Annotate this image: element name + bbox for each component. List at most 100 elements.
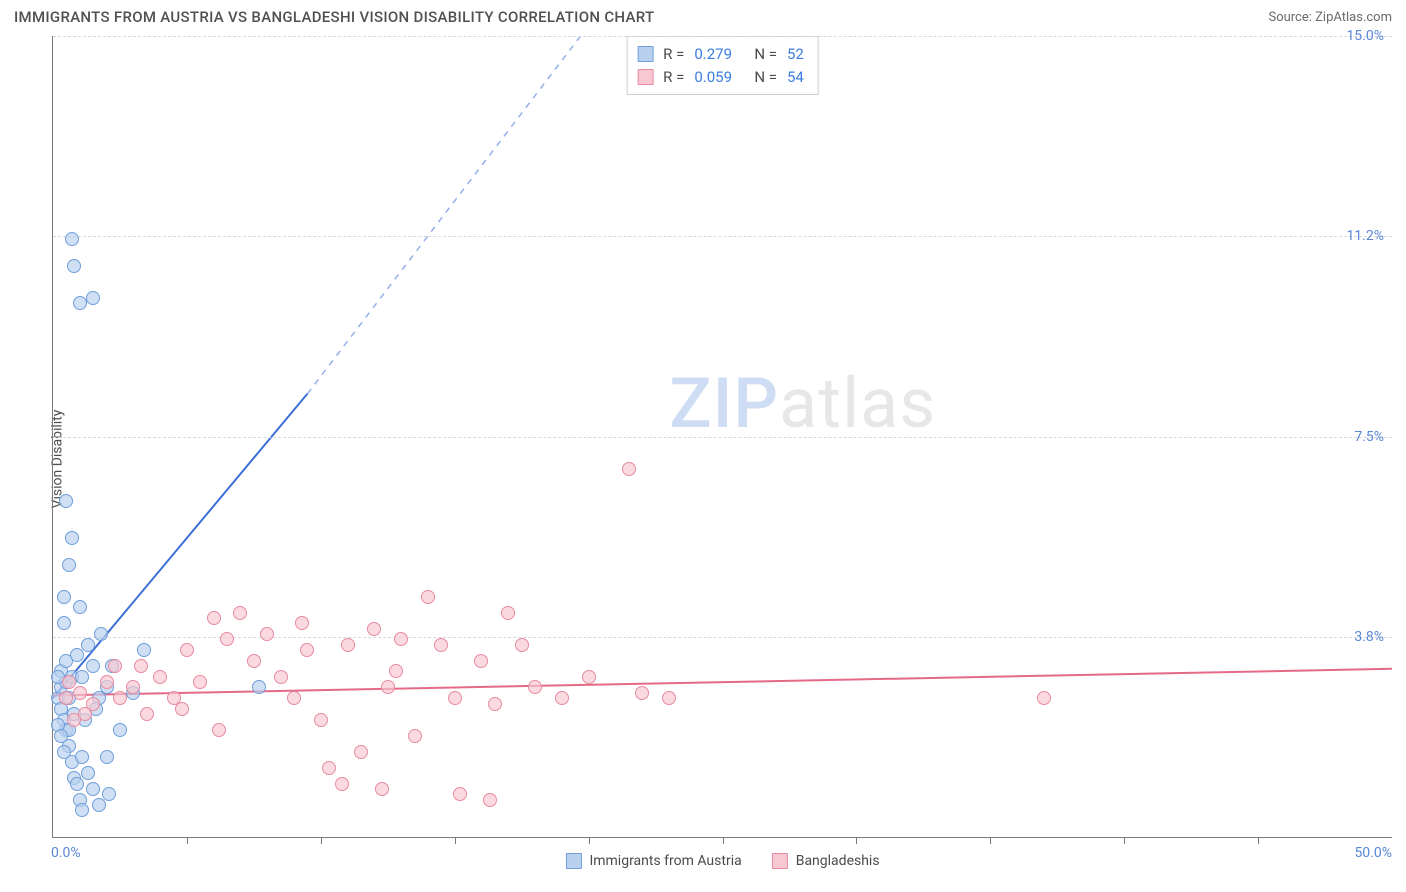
- data-point: [86, 782, 100, 796]
- data-point: [75, 670, 89, 684]
- data-point: [140, 707, 154, 721]
- legend-swatch-austria: [565, 853, 581, 869]
- data-point: [300, 643, 314, 657]
- data-point: [453, 787, 467, 801]
- data-point: [108, 659, 122, 673]
- stats-row-bangladeshi: R = 0.059 N = 54: [637, 66, 804, 89]
- data-point: [314, 713, 328, 727]
- source-label: Source: ZipAtlas.com: [1268, 10, 1392, 25]
- data-point: [322, 761, 336, 775]
- y-tick-label: 7.5%: [1354, 429, 1384, 445]
- data-point: [113, 723, 127, 737]
- y-tick-label: 11.2%: [1346, 228, 1384, 244]
- data-point: [180, 643, 194, 657]
- legend-item-austria: Immigrants from Austria: [565, 853, 741, 869]
- data-point: [126, 680, 140, 694]
- stat-n-label: N =: [754, 66, 777, 89]
- data-point: [394, 632, 408, 646]
- data-point: [59, 691, 73, 705]
- x-tick: [1258, 837, 1259, 844]
- swatch-austria: [637, 46, 653, 62]
- data-point: [59, 494, 73, 508]
- data-point: [335, 777, 349, 791]
- data-point: [501, 606, 515, 620]
- data-point: [421, 590, 435, 604]
- data-point: [367, 622, 381, 636]
- chart-title: IMMIGRANTS FROM AUSTRIA VS BANGLADESHI V…: [14, 8, 654, 26]
- data-point: [515, 638, 529, 652]
- data-point: [57, 590, 71, 604]
- data-point: [134, 659, 148, 673]
- legend-item-bangladeshi: Bangladeshis: [772, 853, 880, 869]
- data-point: [207, 611, 221, 625]
- stat-r-bangladeshi: 0.059: [694, 66, 744, 89]
- data-point: [86, 291, 100, 305]
- data-point: [488, 697, 502, 711]
- stat-r-austria: 0.279: [694, 43, 744, 66]
- data-point: [57, 616, 71, 630]
- data-point: [528, 680, 542, 694]
- data-point: [233, 606, 247, 620]
- legend-label-bangladeshi: Bangladeshis: [796, 853, 880, 869]
- data-point: [54, 729, 68, 743]
- chart-container: Vision Disability ZIPatlas R = 0.279 N =…: [14, 36, 1392, 882]
- x-tick: [990, 837, 991, 844]
- data-point: [555, 691, 569, 705]
- data-point: [102, 787, 116, 801]
- data-point: [287, 691, 301, 705]
- data-point: [220, 632, 234, 646]
- x-tick: [856, 837, 857, 844]
- data-point: [70, 777, 84, 791]
- data-point: [622, 462, 636, 476]
- data-point: [1037, 691, 1051, 705]
- data-point: [260, 627, 274, 641]
- data-point: [94, 627, 108, 641]
- x-tick: [455, 837, 456, 844]
- data-point: [75, 750, 89, 764]
- data-point: [448, 691, 462, 705]
- data-point: [67, 713, 81, 727]
- data-point: [81, 638, 95, 652]
- data-point: [483, 793, 497, 807]
- data-point: [193, 675, 207, 689]
- watermark: ZIPatlas: [669, 363, 936, 445]
- legend-swatch-bangladeshi: [772, 853, 788, 869]
- data-point: [57, 745, 71, 759]
- data-point: [635, 686, 649, 700]
- data-point: [341, 638, 355, 652]
- stats-row-austria: R = 0.279 N = 52: [637, 43, 804, 66]
- data-point: [247, 654, 261, 668]
- data-point: [86, 659, 100, 673]
- stat-n-austria: 52: [787, 43, 804, 66]
- data-point: [62, 675, 76, 689]
- stat-r-label: R =: [663, 66, 684, 89]
- swatch-bangladeshi: [637, 69, 653, 85]
- data-point: [381, 680, 395, 694]
- data-point: [113, 691, 127, 705]
- data-point: [73, 600, 87, 614]
- data-point: [73, 296, 87, 310]
- gridline: [53, 637, 1392, 638]
- x-tick: [321, 837, 322, 844]
- legend-label-austria: Immigrants from Austria: [589, 853, 741, 869]
- data-point: [153, 670, 167, 684]
- data-point: [389, 664, 403, 678]
- x-max-label: 50.0%: [1354, 845, 1392, 861]
- data-point: [252, 680, 266, 694]
- x-tick: [187, 837, 188, 844]
- data-point: [65, 531, 79, 545]
- data-point: [274, 670, 288, 684]
- x-tick: [1124, 837, 1125, 844]
- data-point: [81, 766, 95, 780]
- x-tick: [589, 837, 590, 844]
- stat-r-label: R =: [663, 43, 684, 66]
- data-point: [137, 643, 151, 657]
- plot-area: ZIPatlas R = 0.279 N = 52 R = 0.059 N = …: [52, 36, 1392, 838]
- data-point: [354, 745, 368, 759]
- data-point: [100, 750, 114, 764]
- data-point: [375, 782, 389, 796]
- data-point: [67, 259, 81, 273]
- y-tick-label: 3.8%: [1354, 629, 1384, 645]
- data-point: [100, 675, 114, 689]
- data-point: [295, 616, 309, 630]
